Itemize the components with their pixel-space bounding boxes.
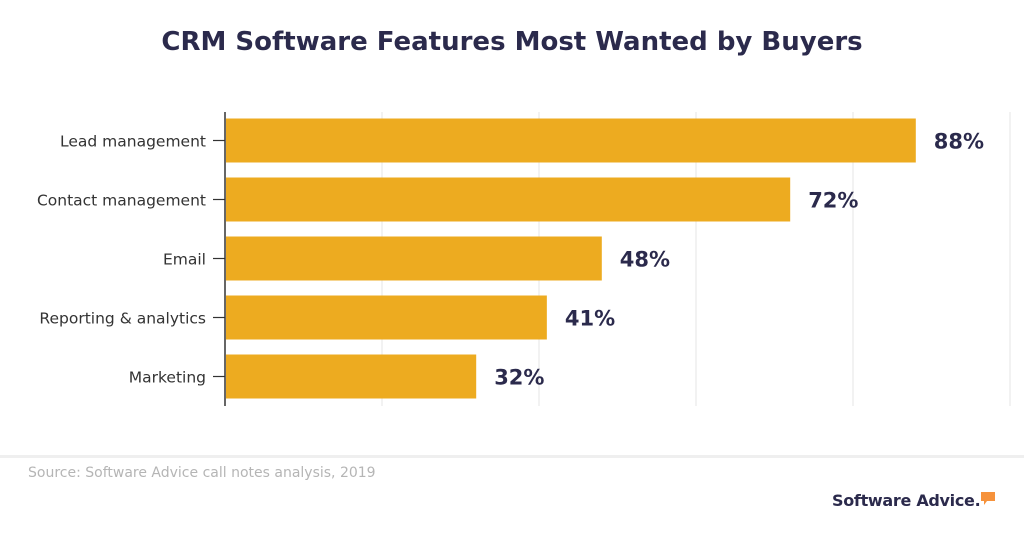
- bar: [226, 354, 477, 399]
- value-label: 48%: [620, 248, 670, 272]
- category-label: Contact management: [37, 192, 206, 210]
- chart-title: CRM Software Features Most Wanted by Buy…: [161, 27, 863, 57]
- labels: Lead management 88% Contact management 72% E…: [37, 130, 984, 390]
- y-axis: [213, 112, 226, 406]
- value-label: 88%: [934, 130, 984, 154]
- category-label: Lead management: [60, 133, 206, 151]
- footer-divider: [0, 455, 1024, 458]
- category-label: Reporting & analytics: [39, 310, 206, 328]
- bar: [226, 118, 916, 163]
- bar: [226, 295, 547, 340]
- value-label: 32%: [494, 366, 544, 390]
- bar-chart: Lead management 88% Contact management 72% E…: [37, 112, 1011, 406]
- source-note: Source: Software Advice call notes analy…: [28, 465, 376, 481]
- category-label: Marketing: [129, 369, 206, 387]
- bar: [226, 236, 602, 281]
- speech-bubble-icon: [981, 492, 996, 505]
- value-label: 72%: [808, 189, 858, 213]
- brand-wordmark: Software Advice.: [832, 491, 981, 510]
- value-label: 41%: [565, 307, 615, 331]
- category-label: Email: [163, 251, 206, 269]
- bar: [226, 177, 791, 222]
- bars: [226, 118, 916, 399]
- brand-logo: Software Advice.: [832, 489, 996, 515]
